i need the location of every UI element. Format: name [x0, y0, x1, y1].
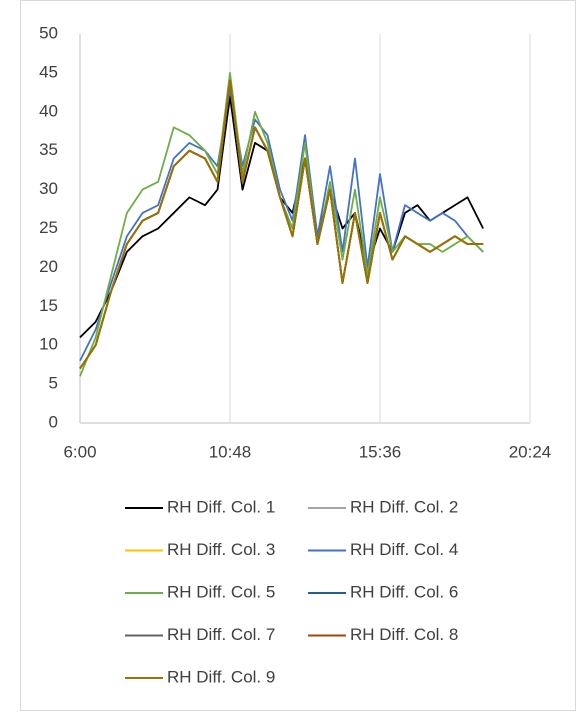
y-tick-label: 45: [39, 62, 58, 81]
chart-frame: [20, 0, 576, 711]
series-line: [79, 95, 484, 339]
x-tick-label: 15:36: [359, 442, 402, 461]
y-tick-label: 35: [39, 140, 58, 159]
legend-label: RH Diff. Col. 7: [167, 625, 275, 644]
y-tick-label: 10: [39, 335, 58, 354]
legend-label: RH Diff. Col. 2: [350, 497, 458, 516]
series-line: [79, 87, 484, 362]
legend-label: RH Diff. Col. 8: [350, 625, 458, 644]
y-tick-label: 40: [39, 101, 58, 120]
y-tick-label: 0: [49, 412, 58, 431]
x-tick-label: 10:48: [209, 442, 252, 461]
legend-label: RH Diff. Col. 4: [350, 540, 458, 559]
x-tick-label: 20:24: [509, 442, 552, 461]
y-tick-label: 5: [49, 374, 58, 393]
y-tick-label: 50: [39, 23, 58, 42]
legend-label: RH Diff. Col. 1: [167, 497, 275, 516]
legend-label: RH Diff. Col. 6: [350, 582, 458, 601]
y-tick-label: 15: [39, 296, 58, 315]
legend-label: RH Diff. Col. 9: [167, 667, 275, 686]
series-line: [79, 79, 484, 370]
legend-label: RH Diff. Col. 3: [167, 540, 275, 559]
y-tick-label: 25: [39, 218, 58, 237]
x-tick-label: 6:00: [63, 442, 96, 461]
legend-label: RH Diff. Col. 5: [167, 582, 275, 601]
y-tick-label: 30: [39, 179, 58, 198]
y-tick-label: 20: [39, 257, 58, 276]
